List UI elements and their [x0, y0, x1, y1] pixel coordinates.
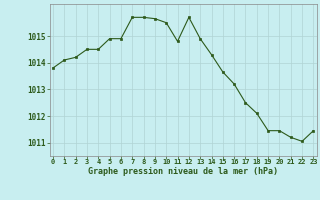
X-axis label: Graphe pression niveau de la mer (hPa): Graphe pression niveau de la mer (hPa)	[88, 167, 278, 176]
